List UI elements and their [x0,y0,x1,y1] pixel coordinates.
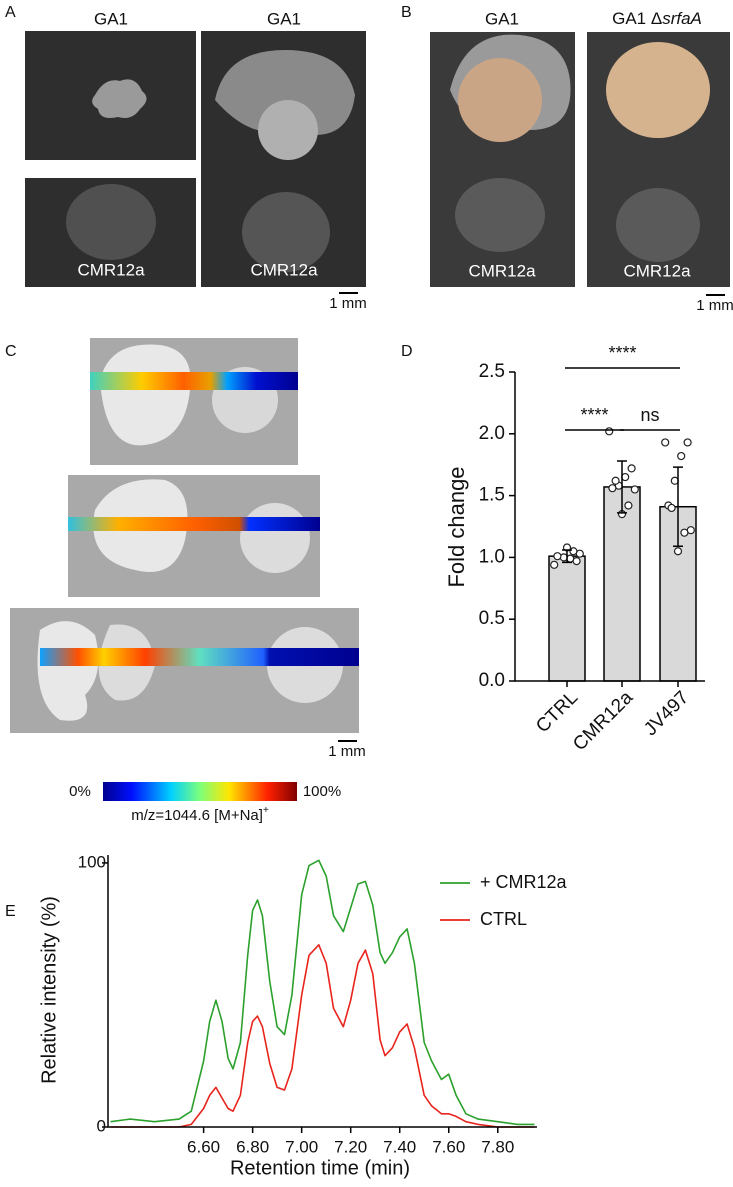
bar [603,486,641,682]
y-tick-label: 100 [78,852,106,871]
line [110,944,535,1128]
error-bar [673,466,683,548]
legend-label: CTRL [480,909,527,929]
label: GA1 ΔsrfaA [612,9,702,28]
data-point [680,528,689,537]
data-point [611,476,620,485]
y-tick-label: 1.0 [479,546,505,567]
axes [107,855,537,1128]
data-point [661,438,670,447]
y-tick-label: 0.5 [479,608,505,629]
scale-label: 1 mm [696,297,733,314]
label: CMR12a [468,261,536,280]
panel-letter: E [5,903,16,920]
colony [215,50,355,137]
data-point [553,552,562,561]
scale-label: 1 mm [328,743,366,760]
x-tick-label: CMR12a [569,687,637,755]
label-part: + [263,805,269,816]
colorbar-label: m/z=1044.6 [M+Na]+ [131,805,269,824]
label: CMR12a [623,261,691,280]
colorbar-min: 0% [69,783,91,800]
data-point [550,560,559,569]
significance-label: ns [640,405,659,425]
y-tick-label: 1.5 [479,485,505,506]
data-point [624,501,633,510]
y-tick-label: 2.5 [479,361,505,382]
colony [258,100,318,160]
bar [548,555,586,682]
error-bar [562,549,572,564]
x-tick-label: JV497 [640,687,693,740]
y-tick-label: 2.0 [479,423,505,444]
legend-label: + CMR12a [480,872,568,892]
x-tick-label: 7.40 [383,1137,416,1156]
y-tick-label: 0 [97,1116,106,1135]
panel-letter: C [5,343,17,360]
heatmap-strip [90,372,298,390]
x-tick-label: 6.60 [187,1137,220,1156]
colony [242,192,330,272]
data-point [608,484,617,493]
x-tick-label: 7.80 [481,1137,514,1156]
label-part: srfaA [662,9,702,28]
colony [616,188,700,262]
data-point [673,547,683,556]
heatmap-strip [40,648,359,666]
significance-label: **** [580,405,608,425]
label: GA1 [485,9,519,28]
colony [92,79,147,118]
label: CMR12a [250,260,318,279]
label-part: m/z=1044.6 [M+Na] [131,807,263,824]
data-point [683,438,692,447]
label: GA1 [94,9,128,28]
x-tick-label: 7.60 [432,1137,465,1156]
label: CMR12a [77,260,145,279]
y-axis-title: Relative intensity (%) [38,896,60,1084]
x-tick-label: 7.20 [334,1137,367,1156]
y-axis-title: Fold change [444,466,469,587]
colony [37,621,99,721]
colony [100,344,191,446]
label-part: GA1 Δ [612,9,662,28]
data-point [630,485,639,494]
colony [240,503,310,573]
colony [606,42,710,138]
x-tick-label: 6.80 [236,1137,269,1156]
data-point [569,547,578,556]
y-tick-label: 0.0 [479,670,505,691]
panel-letter: A [5,4,16,21]
data-point [667,503,676,513]
colorbar [103,782,297,801]
data-point [677,451,686,461]
colony [66,184,156,260]
panel-letter: D [401,343,413,360]
label: GA1 [267,9,301,28]
panel-letter: B [401,4,412,21]
heatmap-strip [68,517,320,531]
colony [458,58,542,142]
x-tick-label: CTRL [532,687,582,737]
data-point [627,464,636,473]
x-tick-label: 7.00 [285,1137,318,1156]
error-bar [617,460,627,514]
line [110,859,535,1126]
scale-label: 1 mm [329,295,367,312]
x-axis-title: Retention time (min) [230,1157,410,1179]
data-point [605,427,614,436]
colony [455,178,545,252]
colorbar-max: 100% [303,783,341,800]
significance-label: **** [608,343,636,363]
